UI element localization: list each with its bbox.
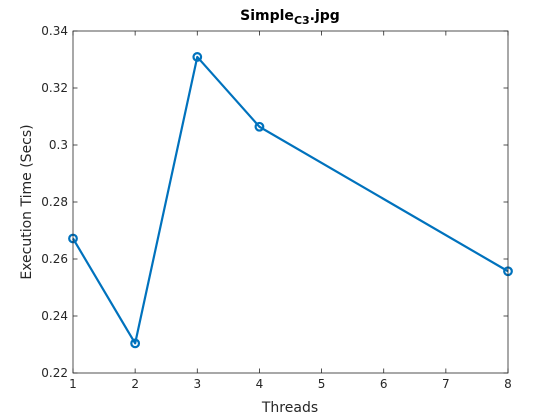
x-tick-label: 7: [442, 377, 450, 391]
y-tick-label: 0.32: [41, 81, 68, 95]
y-tick-label: 0.3: [49, 138, 68, 152]
y-tick-label: 0.28: [41, 195, 68, 209]
x-tick-label: 1: [69, 377, 77, 391]
y-axis-label: Execution Time (Secs): [19, 124, 35, 279]
y-tick-label: 0.26: [41, 252, 68, 266]
chart-title-main: Simple: [240, 8, 294, 24]
y-tick-label: 0.24: [41, 309, 68, 323]
series-line: [72, 55, 509, 345]
y-tick-label: 0.34: [41, 24, 68, 38]
chart-title: SimpleC3.jpg: [240, 8, 340, 27]
chart-title-subscript: C3: [294, 14, 310, 27]
x-tick-label: 6: [380, 377, 388, 391]
x-tick-label: 3: [193, 377, 201, 391]
x-tick-label: 8: [504, 377, 512, 391]
data-point-marker: [130, 338, 141, 349]
y-tick-label: 0.22: [41, 366, 68, 380]
x-tick-label: 5: [318, 377, 326, 391]
chart-title-suffix: .jpg: [310, 8, 340, 24]
svg-text:SimpleC3.jpg: SimpleC3.jpg: [240, 8, 340, 27]
x-axis-label: Threads: [261, 400, 318, 416]
data-point-marker: [192, 52, 203, 62]
x-tick-label: 2: [131, 377, 139, 391]
ticks-layer: 1 2 3 4 5 6 7 8 0.22 0.24 0.26 0.28 0.3 0.32 0.34: [41, 24, 512, 391]
plot-area: [73, 31, 508, 373]
data-point-marker: [254, 121, 265, 132]
x-tick-label: 4: [256, 377, 264, 391]
